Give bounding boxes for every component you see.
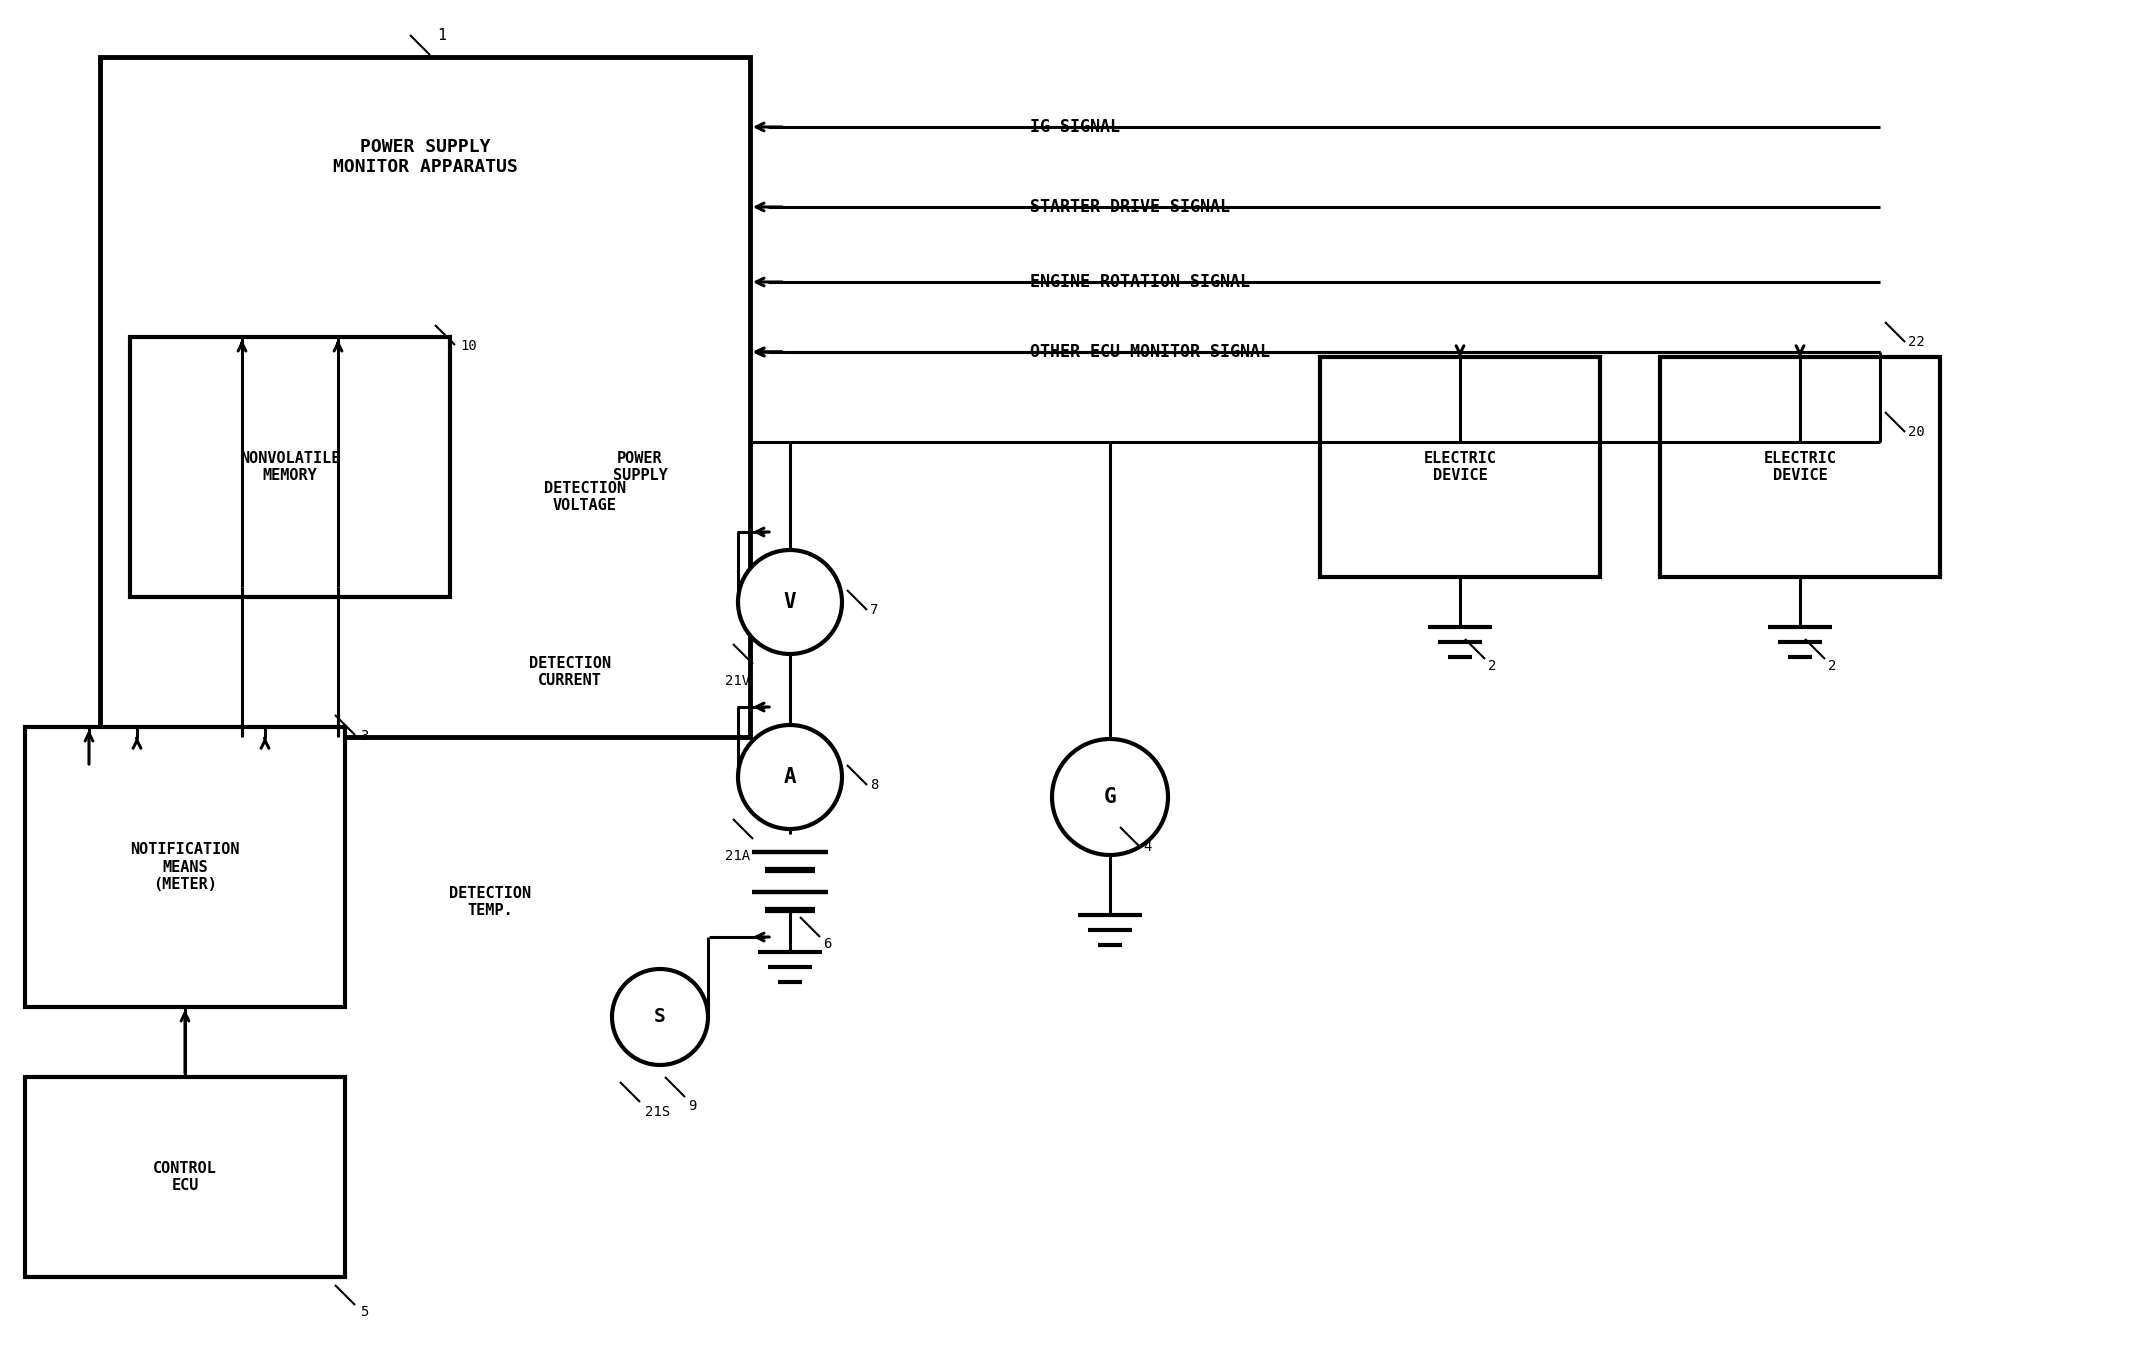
Text: 21S: 21S [646, 1105, 669, 1120]
Text: 8: 8 [870, 778, 878, 792]
Text: NOTIFICATION
MEANS
(METER): NOTIFICATION MEANS (METER) [130, 843, 239, 892]
Bar [26, 727, 345, 1007]
Text: 4: 4 [1143, 840, 1151, 854]
Text: NONVOLATILE
MEMORY: NONVOLATILE MEMORY [239, 451, 341, 483]
Text: A: A [785, 767, 797, 787]
Text: 20: 20 [1908, 425, 1925, 440]
Bar [26, 1077, 345, 1277]
Text: DETECTION
VOLTAGE: DETECTION VOLTAGE [544, 480, 627, 513]
Text: 21A: 21A [725, 849, 750, 863]
Text: DETECTION
CURRENT: DETECTION CURRENT [529, 655, 612, 688]
Text: ELECTRIC
DEVICE: ELECTRIC DEVICE [1424, 451, 1497, 483]
Text: 21V: 21V [725, 674, 750, 688]
Text: 7: 7 [870, 603, 878, 617]
Text: STARTER DRIVE SIGNAL: STARTER DRIVE SIGNAL [1030, 198, 1230, 216]
Text: 6: 6 [823, 936, 831, 951]
Text: 9: 9 [689, 1099, 697, 1113]
Text: OTHER ECU MONITOR SIGNAL: OTHER ECU MONITOR SIGNAL [1030, 343, 1271, 361]
Bar [130, 337, 450, 597]
Text: S: S [655, 1007, 665, 1026]
Text: DETECTION
TEMP.: DETECTION TEMP. [450, 886, 531, 919]
Text: 5: 5 [360, 1305, 369, 1319]
Text: 2: 2 [1827, 660, 1836, 673]
Circle shape [738, 725, 842, 829]
Text: 1: 1 [437, 27, 446, 42]
Circle shape [738, 550, 842, 654]
Text: G: G [1104, 787, 1117, 807]
Text: POWER
SUPPLY: POWER SUPPLY [612, 451, 667, 483]
Bar [1320, 357, 1599, 577]
Circle shape [1051, 740, 1168, 855]
Text: POWER SUPPLY
MONITOR APPARATUS: POWER SUPPLY MONITOR APPARATUS [333, 137, 518, 176]
Text: 10: 10 [461, 339, 478, 353]
Text: 3: 3 [360, 729, 369, 744]
Text: ENGINE ROTATION SIGNAL: ENGINE ROTATION SIGNAL [1030, 273, 1249, 290]
Text: IG SIGNAL: IG SIGNAL [1030, 118, 1119, 136]
Text: CONTROL
ECU: CONTROL ECU [154, 1160, 217, 1193]
Circle shape [612, 969, 708, 1065]
Bar [100, 57, 750, 737]
Text: V: V [785, 592, 797, 612]
Text: ELECTRIC
DEVICE: ELECTRIC DEVICE [1763, 451, 1836, 483]
Text: 22: 22 [1908, 335, 1925, 349]
Bar [1661, 357, 1940, 577]
Text: 2: 2 [1488, 660, 1497, 673]
